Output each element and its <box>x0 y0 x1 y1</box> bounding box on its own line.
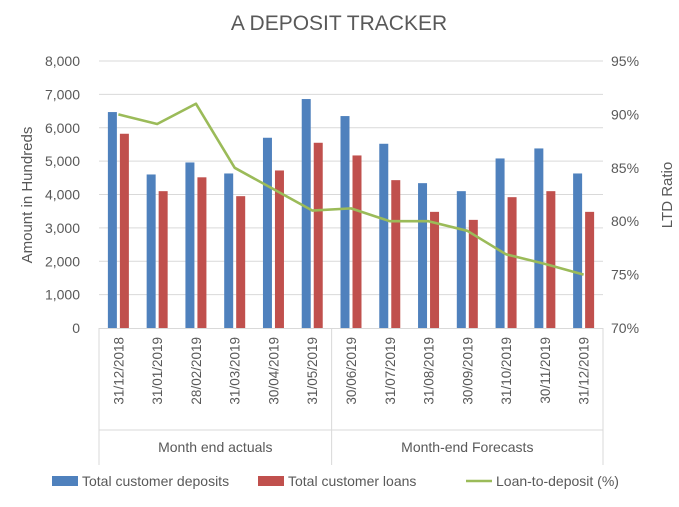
y2-tick-label: 70% <box>611 320 639 336</box>
x-tick-label: 31/07/2019 <box>383 337 398 405</box>
bar-loans <box>158 191 168 328</box>
bar-loans <box>468 219 478 328</box>
y2-tick-label: 80% <box>611 213 639 229</box>
bar-deposits <box>534 148 544 328</box>
bar-deposits <box>301 99 311 328</box>
y2-axis-title: LTD Ratio <box>659 162 676 228</box>
bar-deposits <box>224 173 234 328</box>
x-tick-label: 28/02/2019 <box>189 337 204 405</box>
x-tick-label: 30/04/2019 <box>266 337 281 405</box>
legend-label: Loan-to-deposit (%) <box>496 473 619 489</box>
bar-deposits <box>418 183 428 328</box>
y2-tick-label: 85% <box>611 160 639 176</box>
bar-deposits <box>185 162 195 328</box>
x-tick-label: 30/11/2019 <box>538 337 553 404</box>
y-tick-label: 8,000 <box>45 53 80 69</box>
chart-title: A DEPOSIT TRACKER <box>231 12 447 35</box>
bar-loans <box>430 211 440 328</box>
y2-tick-label: 95% <box>611 53 639 69</box>
legend-label: Total customer deposits <box>82 473 229 489</box>
y-tick-label: 2,000 <box>45 253 80 269</box>
x-tick-label: 30/09/2019 <box>460 337 475 405</box>
y2-tick-label: 90% <box>611 106 639 122</box>
bar-deposits <box>495 158 505 328</box>
bar-loans <box>197 177 207 328</box>
bar-deposits <box>107 112 117 328</box>
bar-loans <box>274 170 284 328</box>
y-axis-title: Amount in Hundreds <box>19 127 36 264</box>
bar-loans <box>585 211 595 328</box>
bar-deposits <box>262 137 272 328</box>
y-tick-label: 5,000 <box>45 153 80 169</box>
bar-deposits <box>340 116 350 328</box>
x-tick-label: 31/01/2019 <box>150 337 165 405</box>
y-tick-label: 4,000 <box>45 187 80 203</box>
y-tick-label: 1,000 <box>45 287 80 303</box>
x-tick-label: 31/10/2019 <box>499 337 514 405</box>
bar-loans <box>236 196 246 328</box>
legend-label: Total customer loans <box>288 473 416 489</box>
bar-loans <box>119 133 129 328</box>
y-tick-label: 6,000 <box>45 120 80 136</box>
bar-loans <box>352 155 362 328</box>
x-tick-label: 31/12/2019 <box>577 337 592 405</box>
bar-loans <box>507 197 517 328</box>
y-tick-label: 7,000 <box>45 86 80 102</box>
group-label: Month-end Forecasts <box>401 439 533 455</box>
y-tick-label: 3,000 <box>45 220 80 236</box>
x-tick-label: 31/12/2018 <box>111 337 126 405</box>
group-label: Month end actuals <box>158 439 272 455</box>
x-tick-label: 31/03/2019 <box>228 337 243 405</box>
bar-loans <box>546 191 556 328</box>
y2-tick-label: 75% <box>611 267 639 283</box>
x-tick-label: 30/06/2019 <box>344 337 359 405</box>
bar-deposits <box>456 191 466 328</box>
bar-loans <box>391 180 401 328</box>
bar-deposits <box>379 143 389 328</box>
bar-loans <box>313 142 323 328</box>
bar-deposits <box>146 174 156 328</box>
legend-swatch <box>258 476 284 486</box>
y-tick-label: 0 <box>72 320 80 336</box>
x-tick-label: 31/05/2019 <box>305 337 320 405</box>
bar-deposits <box>573 173 583 328</box>
legend-swatch <box>52 476 78 486</box>
x-tick-label: 31/08/2019 <box>422 337 437 405</box>
